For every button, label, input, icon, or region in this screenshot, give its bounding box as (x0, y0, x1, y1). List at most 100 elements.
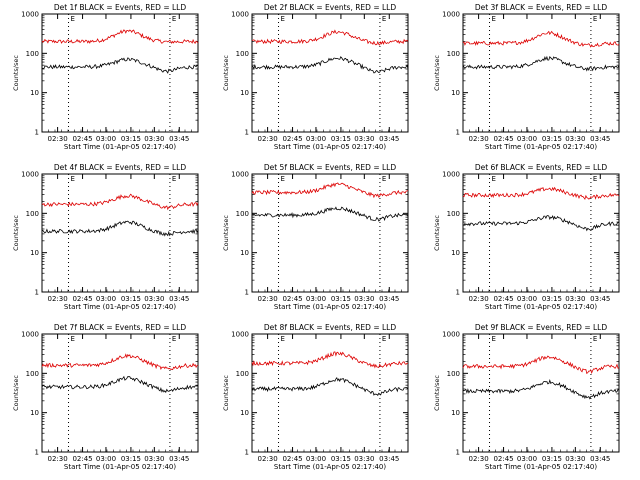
y-tick-label: 100 (447, 50, 460, 58)
plot-frame (251, 13, 409, 133)
x-axis-label: Start Time (01-Apr-05 02:17:40) (485, 143, 597, 151)
y-tick-label: 10 (451, 249, 460, 257)
x-tick-label: 03:45 (169, 135, 189, 143)
x-tick-label: 03:00 (96, 295, 116, 303)
y-tick-label: 1000 (21, 331, 39, 339)
x-tick-label: 03:45 (379, 295, 399, 303)
x-tick-label: 03:15 (121, 295, 141, 303)
lld-series-line (462, 186, 620, 200)
x-axis-label: Start Time (01-Apr-05 02:17:40) (64, 143, 176, 151)
x-tick-label: 02:30 (48, 135, 68, 143)
y-tick-label: 1 (456, 449, 460, 457)
x-tick-label: 02:45 (493, 135, 513, 143)
x-axis-label: Start Time (01-Apr-05 02:17:40) (485, 463, 597, 471)
x-tick-label: 03:30 (565, 295, 585, 303)
event-marker-label: E (382, 15, 386, 23)
event-marker-label: E (71, 335, 75, 343)
y-tick-label: 100 (26, 370, 39, 378)
x-tick-label: 03:15 (121, 455, 141, 463)
y-tick-label: 100 (26, 50, 39, 58)
x-tick-label: 03:45 (169, 295, 189, 303)
y-axis-label: Counts/sec (222, 55, 230, 91)
x-tick-label: 02:45 (72, 455, 92, 463)
y-tick-label: 10 (30, 89, 39, 97)
x-tick-label: 03:15 (331, 135, 351, 143)
y-tick-label: 1 (35, 289, 39, 297)
x-tick-label: 02:30 (258, 135, 278, 143)
x-tick-label: 02:30 (469, 455, 489, 463)
event-marker-label: E (71, 15, 75, 23)
chart-title: Det 5f BLACK = Events, RED = LLD (264, 163, 397, 172)
y-tick-label: 10 (451, 89, 460, 97)
y-axis-label: Counts/sec (433, 55, 441, 91)
event-marker-label: E (71, 175, 75, 183)
y-tick-label: 10 (30, 249, 39, 257)
x-tick-label: 02:45 (493, 455, 513, 463)
chart-title: Det 2f BLACK = Events, RED = LLD (264, 3, 397, 12)
x-tick-label: 02:45 (282, 135, 302, 143)
plot-frame (462, 13, 620, 133)
x-tick-label: 02:30 (469, 295, 489, 303)
x-axis-label: Start Time (01-Apr-05 02:17:40) (64, 463, 176, 471)
chart-title: Det 6f BLACK = Events, RED = LLD (475, 163, 608, 172)
y-tick-label: 1000 (231, 171, 249, 179)
y-tick-label: 100 (236, 50, 249, 58)
events-series-line (41, 375, 199, 394)
x-tick-label: 03:15 (542, 295, 562, 303)
y-tick-label: 1 (35, 449, 39, 457)
events-series-line (41, 220, 199, 237)
x-axis-label: Start Time (01-Apr-05 02:17:40) (274, 143, 386, 151)
lld-series-line (41, 353, 199, 371)
x-axis-label: Start Time (01-Apr-05 02:17:40) (274, 463, 386, 471)
event-marker-label: E (382, 335, 386, 343)
chart-title: Det 7f BLACK = Events, RED = LLD (54, 323, 187, 332)
x-axis-label: Start Time (01-Apr-05 02:17:40) (274, 303, 386, 311)
y-tick-label: 100 (26, 210, 39, 218)
plot-frame (41, 333, 199, 453)
y-tick-label: 100 (236, 210, 249, 218)
y-axis-label: Counts/sec (12, 215, 20, 251)
y-tick-label: 1000 (21, 11, 39, 19)
lld-series-line (251, 351, 408, 369)
x-tick-label: 02:30 (258, 455, 278, 463)
event-marker-label: E (172, 335, 176, 343)
y-tick-label: 10 (451, 409, 460, 417)
x-tick-label: 03:15 (542, 455, 562, 463)
y-axis-label: Counts/sec (433, 215, 441, 251)
x-tick-label: 03:30 (354, 295, 374, 303)
x-tick-label: 03:00 (96, 455, 116, 463)
y-axis-label: Counts/sec (12, 55, 20, 91)
x-tick-label: 02:30 (48, 455, 68, 463)
x-tick-label: 03:15 (331, 295, 351, 303)
lld-series-line (251, 29, 409, 46)
events-series-line (462, 214, 620, 232)
event-marker-label: E (281, 175, 285, 183)
x-tick-label: 03:45 (590, 135, 610, 143)
x-tick-label: 03:30 (144, 455, 164, 463)
x-tick-label: 02:45 (493, 295, 513, 303)
y-axis-label: Counts/sec (222, 375, 230, 411)
y-tick-label: 1 (456, 129, 460, 137)
events-series-line (42, 57, 199, 74)
x-tick-label: 03:00 (517, 455, 537, 463)
x-tick-label: 03:30 (354, 135, 374, 143)
x-tick-label: 02:30 (48, 295, 68, 303)
chart-title: Det 1f BLACK = Events, RED = LLD (54, 3, 187, 12)
y-tick-label: 1 (245, 289, 249, 297)
x-tick-label: 03:45 (379, 455, 399, 463)
plot-frame (462, 173, 620, 293)
lld-series-line (462, 355, 620, 375)
plot-frame (251, 333, 409, 453)
x-axis-label: Start Time (01-Apr-05 02:17:40) (64, 303, 176, 311)
y-tick-label: 1000 (21, 171, 39, 179)
y-tick-label: 1000 (231, 11, 249, 19)
y-tick-label: 10 (240, 409, 249, 417)
event-marker-label: E (492, 175, 496, 183)
chart-title: Det 9f BLACK = Events, RED = LLD (475, 323, 608, 332)
x-tick-label: 02:30 (258, 295, 278, 303)
y-tick-label: 1000 (442, 11, 460, 19)
chart-title: Det 8f BLACK = Events, RED = LLD (264, 323, 397, 332)
chart-title: Det 3f BLACK = Events, RED = LLD (475, 3, 608, 12)
x-tick-label: 03:45 (169, 455, 189, 463)
events-series-line (251, 376, 409, 396)
